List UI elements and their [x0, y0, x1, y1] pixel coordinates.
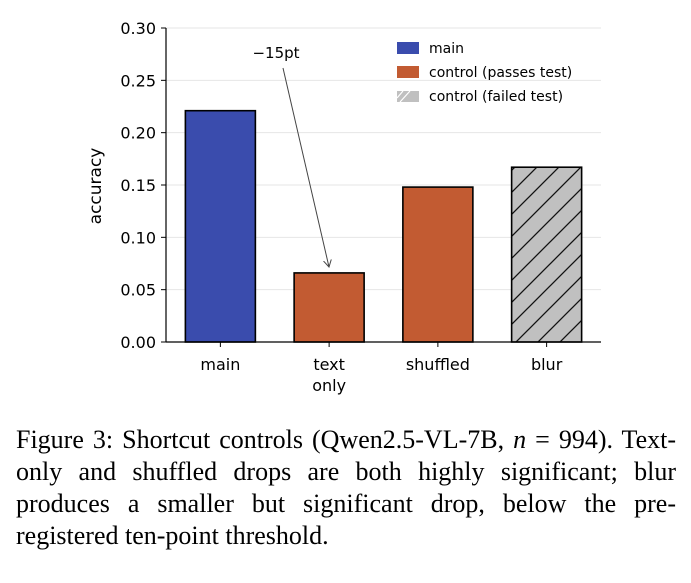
y-axis-ticks: 0.00 0.05 0.10 0.15 0.20 0.25 0.30 [120, 19, 166, 352]
bar [510, 166, 583, 343]
legend-swatch [397, 66, 419, 78]
x-tick-label: main [200, 355, 240, 374]
y-tick-label: 0.20 [120, 124, 156, 143]
legend: main control (passes test) control (failed… [396, 41, 572, 105]
x-tick-label: shuffled [406, 355, 470, 374]
y-axis-title: accuracy [86, 148, 106, 225]
bar-chart: 0.00 0.05 0.10 0.15 0.20 0.25 0.30 main text onl… [86, 19, 601, 395]
legend-swatch [397, 42, 419, 54]
y-tick-label: 0.25 [120, 71, 156, 90]
x-tick-label: blur [531, 355, 563, 374]
legend-label: main [429, 41, 464, 57]
figure-caption: Figure 3: Shortcut controls (Qwen2.5-VL-… [16, 424, 676, 552]
annotation: −15pt [252, 44, 329, 267]
caption-prefix: Figure 3: Shortcut controls (Qwen2.5-VL-… [16, 425, 505, 454]
bar [293, 272, 365, 343]
y-tick-label: 0.15 [120, 176, 156, 195]
bars [184, 109, 583, 343]
legend-swatch [397, 91, 419, 102]
bar [184, 109, 257, 343]
annotation-label: −15pt [252, 44, 299, 62]
legend-hatch [396, 90, 411, 103]
y-tick-label: 0.00 [120, 333, 156, 352]
caption-equals: = [535, 425, 550, 454]
caption-n-symbol: n [513, 425, 527, 454]
bar [402, 186, 474, 343]
x-tick-label: text only [312, 355, 346, 395]
x-axis-ticks: main text only shuffled blur [200, 342, 563, 395]
annotation-arrow [282, 67, 329, 267]
y-tick-label: 0.05 [120, 281, 156, 300]
y-tick-label: 0.30 [120, 19, 156, 38]
y-tick-label: 0.10 [120, 228, 156, 247]
caption-rest: 994). Text-only and shuffled drops are b… [16, 425, 677, 550]
legend-label: control (failed test) [429, 89, 563, 105]
legend-label: control (passes test) [429, 65, 572, 81]
